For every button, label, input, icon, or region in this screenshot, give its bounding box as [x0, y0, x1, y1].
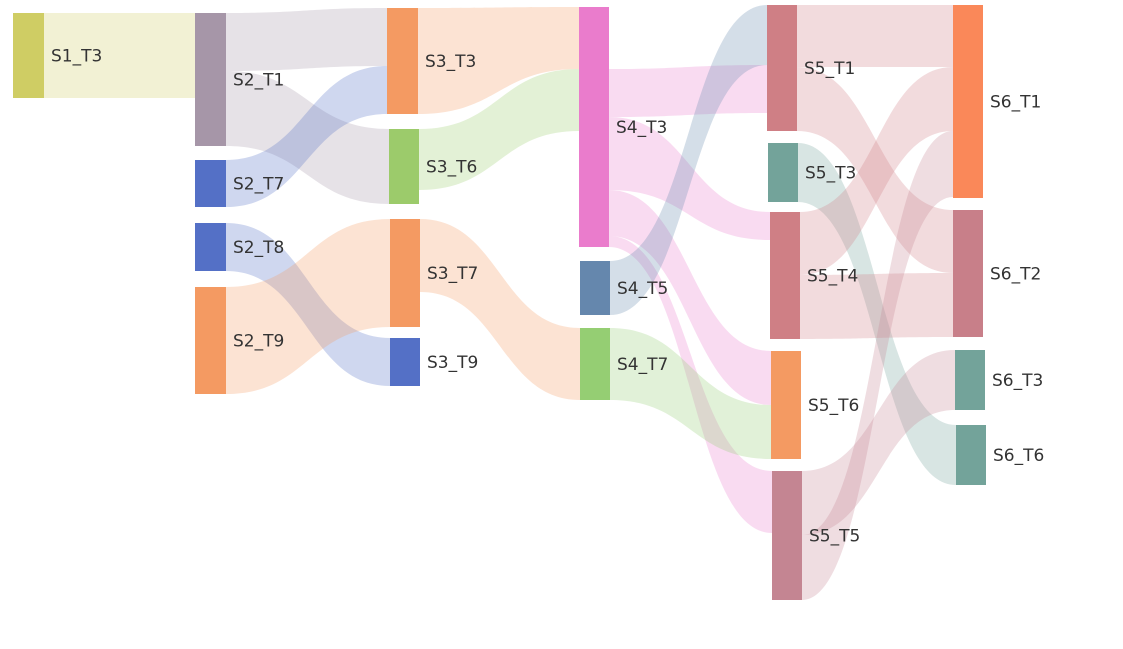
node-S5_T6[interactable] — [771, 351, 801, 459]
node-S6_T1[interactable] — [953, 5, 983, 198]
link-S2_T1-S3_T3[interactable] — [226, 8, 387, 71]
node-label-S3_T6: S3_T6 — [426, 158, 477, 178]
link-S3_T6-S4_T3[interactable] — [419, 69, 579, 190]
link-S4_T5-S5_T1[interactable] — [610, 5, 767, 315]
node-label-S4_T5: S4_T5 — [617, 279, 668, 299]
node-label-S5_T5: S5_T5 — [809, 527, 860, 547]
node-S3_T7[interactable] — [390, 219, 420, 327]
link-S3_T7-S4_T7[interactable] — [420, 219, 580, 400]
node-label-S6_T3: S6_T3 — [992, 371, 1043, 391]
link-S5_T4-S6_T1[interactable] — [800, 67, 953, 275]
link-S2_T7-S3_T3[interactable] — [226, 66, 387, 207]
link-S2_T8-S3_T9[interactable] — [226, 223, 390, 386]
node-S4_T3[interactable] — [579, 7, 609, 247]
node-label-S3_T9: S3_T9 — [427, 353, 478, 373]
node-S1_T3[interactable] — [13, 13, 44, 98]
node-label-S5_T4: S5_T4 — [807, 267, 858, 287]
node-label-S4_T3: S4_T3 — [616, 118, 667, 138]
node-S5_T1[interactable] — [767, 5, 797, 131]
links-layer — [44, 5, 956, 600]
link-S4_T3-S5_T4[interactable] — [609, 117, 770, 240]
node-label-S1_T3: S1_T3 — [51, 47, 102, 67]
nodes-layer — [13, 5, 986, 600]
node-S6_T2[interactable] — [953, 210, 983, 337]
node-S4_T7[interactable] — [580, 328, 610, 400]
link-S5_T1-S6_T2[interactable] — [797, 67, 953, 273]
node-S6_T3[interactable] — [955, 350, 985, 410]
labels-layer: S1_T3 S2_T1 S2_T7 S2_T8 S2_T9 S3_T3 S3_T6 S3_T7… — [51, 47, 1044, 547]
link-S1_T3-S2_T1[interactable] — [44, 13, 195, 98]
node-label-S4_T7: S4_T7 — [617, 355, 668, 375]
node-label-S6_T1: S6_T1 — [990, 93, 1041, 113]
node-S3_T6[interactable] — [389, 129, 419, 204]
node-label-S5_T1: S5_T1 — [804, 59, 855, 79]
node-label-S5_T6: S5_T6 — [808, 396, 859, 416]
node-label-S2_T1: S2_T1 — [233, 71, 284, 91]
link-S5_T5-S6_T3[interactable] — [802, 350, 955, 535]
link-S3_T3-S4_T3[interactable] — [418, 7, 579, 114]
node-S5_T4[interactable] — [770, 212, 800, 339]
node-S3_T9[interactable] — [390, 338, 420, 386]
link-S5_T3-S6_T6[interactable] — [798, 143, 956, 485]
link-S4_T3-S5_T5[interactable] — [609, 236, 772, 533]
node-label-S2_T8: S2_T8 — [233, 238, 284, 258]
node-label-S6_T2: S6_T2 — [990, 265, 1041, 285]
link-S5_T4-S6_T2[interactable] — [800, 273, 953, 339]
link-S4_T3-S5_T6[interactable] — [609, 190, 771, 405]
node-S4_T5[interactable] — [580, 261, 610, 315]
node-label-S6_T6: S6_T6 — [993, 446, 1044, 466]
node-label-S2_T9: S2_T9 — [233, 332, 284, 352]
node-label-S2_T7: S2_T7 — [233, 175, 284, 195]
node-S2_T9[interactable] — [195, 287, 226, 394]
link-S5_T1-S6_T1[interactable] — [797, 5, 953, 67]
node-S5_T5[interactable] — [772, 471, 802, 600]
link-S2_T1-S3_T6[interactable] — [226, 71, 389, 204]
node-S2_T8[interactable] — [195, 223, 226, 271]
node-label-S3_T3: S3_T3 — [425, 52, 476, 72]
node-S6_T6[interactable] — [956, 425, 986, 485]
link-S5_T5-S6_T1[interactable] — [802, 131, 953, 600]
node-S2_T7[interactable] — [195, 160, 226, 207]
node-S3_T3[interactable] — [387, 8, 418, 114]
node-label-S5_T3: S5_T3 — [805, 164, 856, 184]
link-S2_T9-S3_T7[interactable] — [226, 219, 390, 394]
link-S4_T3-S5_T1[interactable] — [609, 65, 767, 117]
node-S5_T3[interactable] — [768, 143, 798, 202]
link-S4_T7-S5_T6[interactable] — [610, 328, 771, 459]
node-S2_T1[interactable] — [195, 13, 226, 146]
node-label-S3_T7: S3_T7 — [427, 264, 478, 284]
